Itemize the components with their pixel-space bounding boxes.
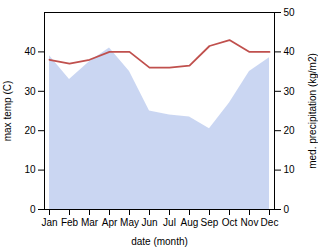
svg-text:med. precipitation (kg/m2): med. precipitation (kg/m2) (307, 53, 318, 169)
svg-text:Jul: Jul (163, 217, 176, 228)
svg-text:30: 30 (24, 86, 36, 97)
svg-text:Apr: Apr (102, 217, 118, 228)
svg-text:0: 0 (284, 204, 290, 215)
svg-text:Feb: Feb (61, 217, 79, 228)
svg-text:40: 40 (24, 46, 36, 57)
svg-text:Jan: Jan (41, 217, 57, 228)
svg-text:0: 0 (30, 204, 36, 215)
svg-text:Dec: Dec (261, 217, 279, 228)
svg-text:Mar: Mar (81, 217, 99, 228)
svg-text:Jun: Jun (141, 217, 157, 228)
svg-text:20: 20 (284, 125, 296, 136)
svg-text:20: 20 (24, 125, 36, 136)
svg-text:May: May (120, 217, 139, 228)
svg-text:50: 50 (284, 7, 296, 18)
svg-text:10: 10 (24, 164, 36, 175)
svg-text:40: 40 (284, 46, 296, 57)
svg-text:10: 10 (284, 164, 296, 175)
svg-text:Aug: Aug (181, 217, 199, 228)
svg-text:Sep: Sep (201, 217, 219, 228)
svg-text:30: 30 (284, 86, 296, 97)
svg-text:date (month): date (month) (131, 236, 188, 247)
svg-text:max temp (C): max temp (C) (2, 81, 13, 142)
svg-text:Nov: Nov (241, 217, 259, 228)
svg-text:Oct: Oct (222, 217, 238, 228)
